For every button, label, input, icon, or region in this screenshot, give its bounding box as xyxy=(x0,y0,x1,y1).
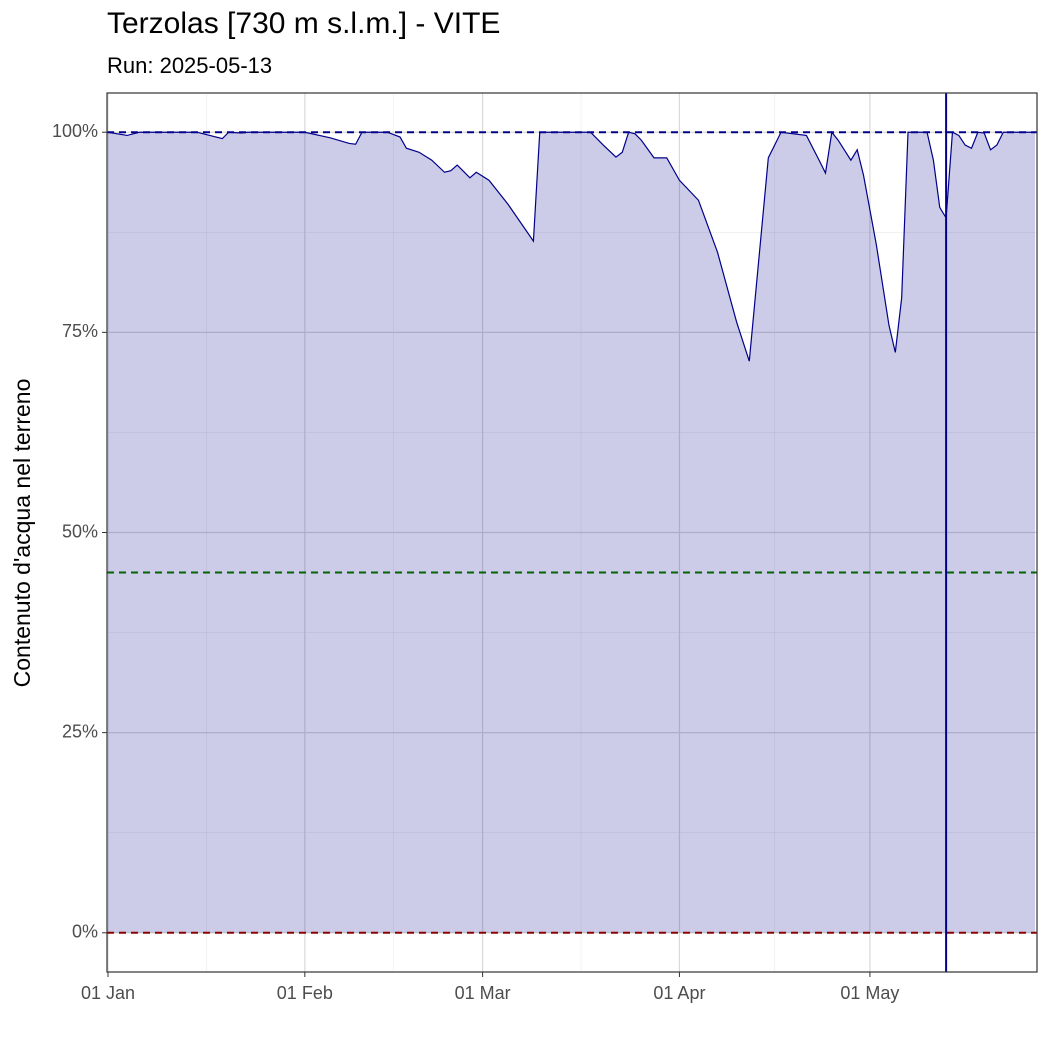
x-tick-label: 01 Apr xyxy=(653,983,705,1003)
y-tick-label: 25% xyxy=(62,721,98,741)
y-tick-label: 0% xyxy=(72,922,98,942)
x-tick-label: 01 Feb xyxy=(277,983,333,1003)
line xyxy=(107,130,1035,362)
y-tick-label: 50% xyxy=(62,521,98,541)
y-tick-label: 75% xyxy=(62,321,98,341)
x-tick-label: 01 May xyxy=(840,983,899,1003)
x-tick-label: 01 Mar xyxy=(455,983,511,1003)
area xyxy=(108,132,1035,933)
plot-border xyxy=(106,92,1038,973)
x-tick-label: 01 Jan xyxy=(81,983,135,1003)
chart-subtitle: Run: 2025-05-13 xyxy=(107,53,272,78)
y-tick-label: 100% xyxy=(52,121,98,141)
chart-title: Terzolas [730 m s.l.m.] - VITE xyxy=(107,7,500,40)
y-axis-label: Contenuto d'acqua nel terreno xyxy=(9,379,35,688)
